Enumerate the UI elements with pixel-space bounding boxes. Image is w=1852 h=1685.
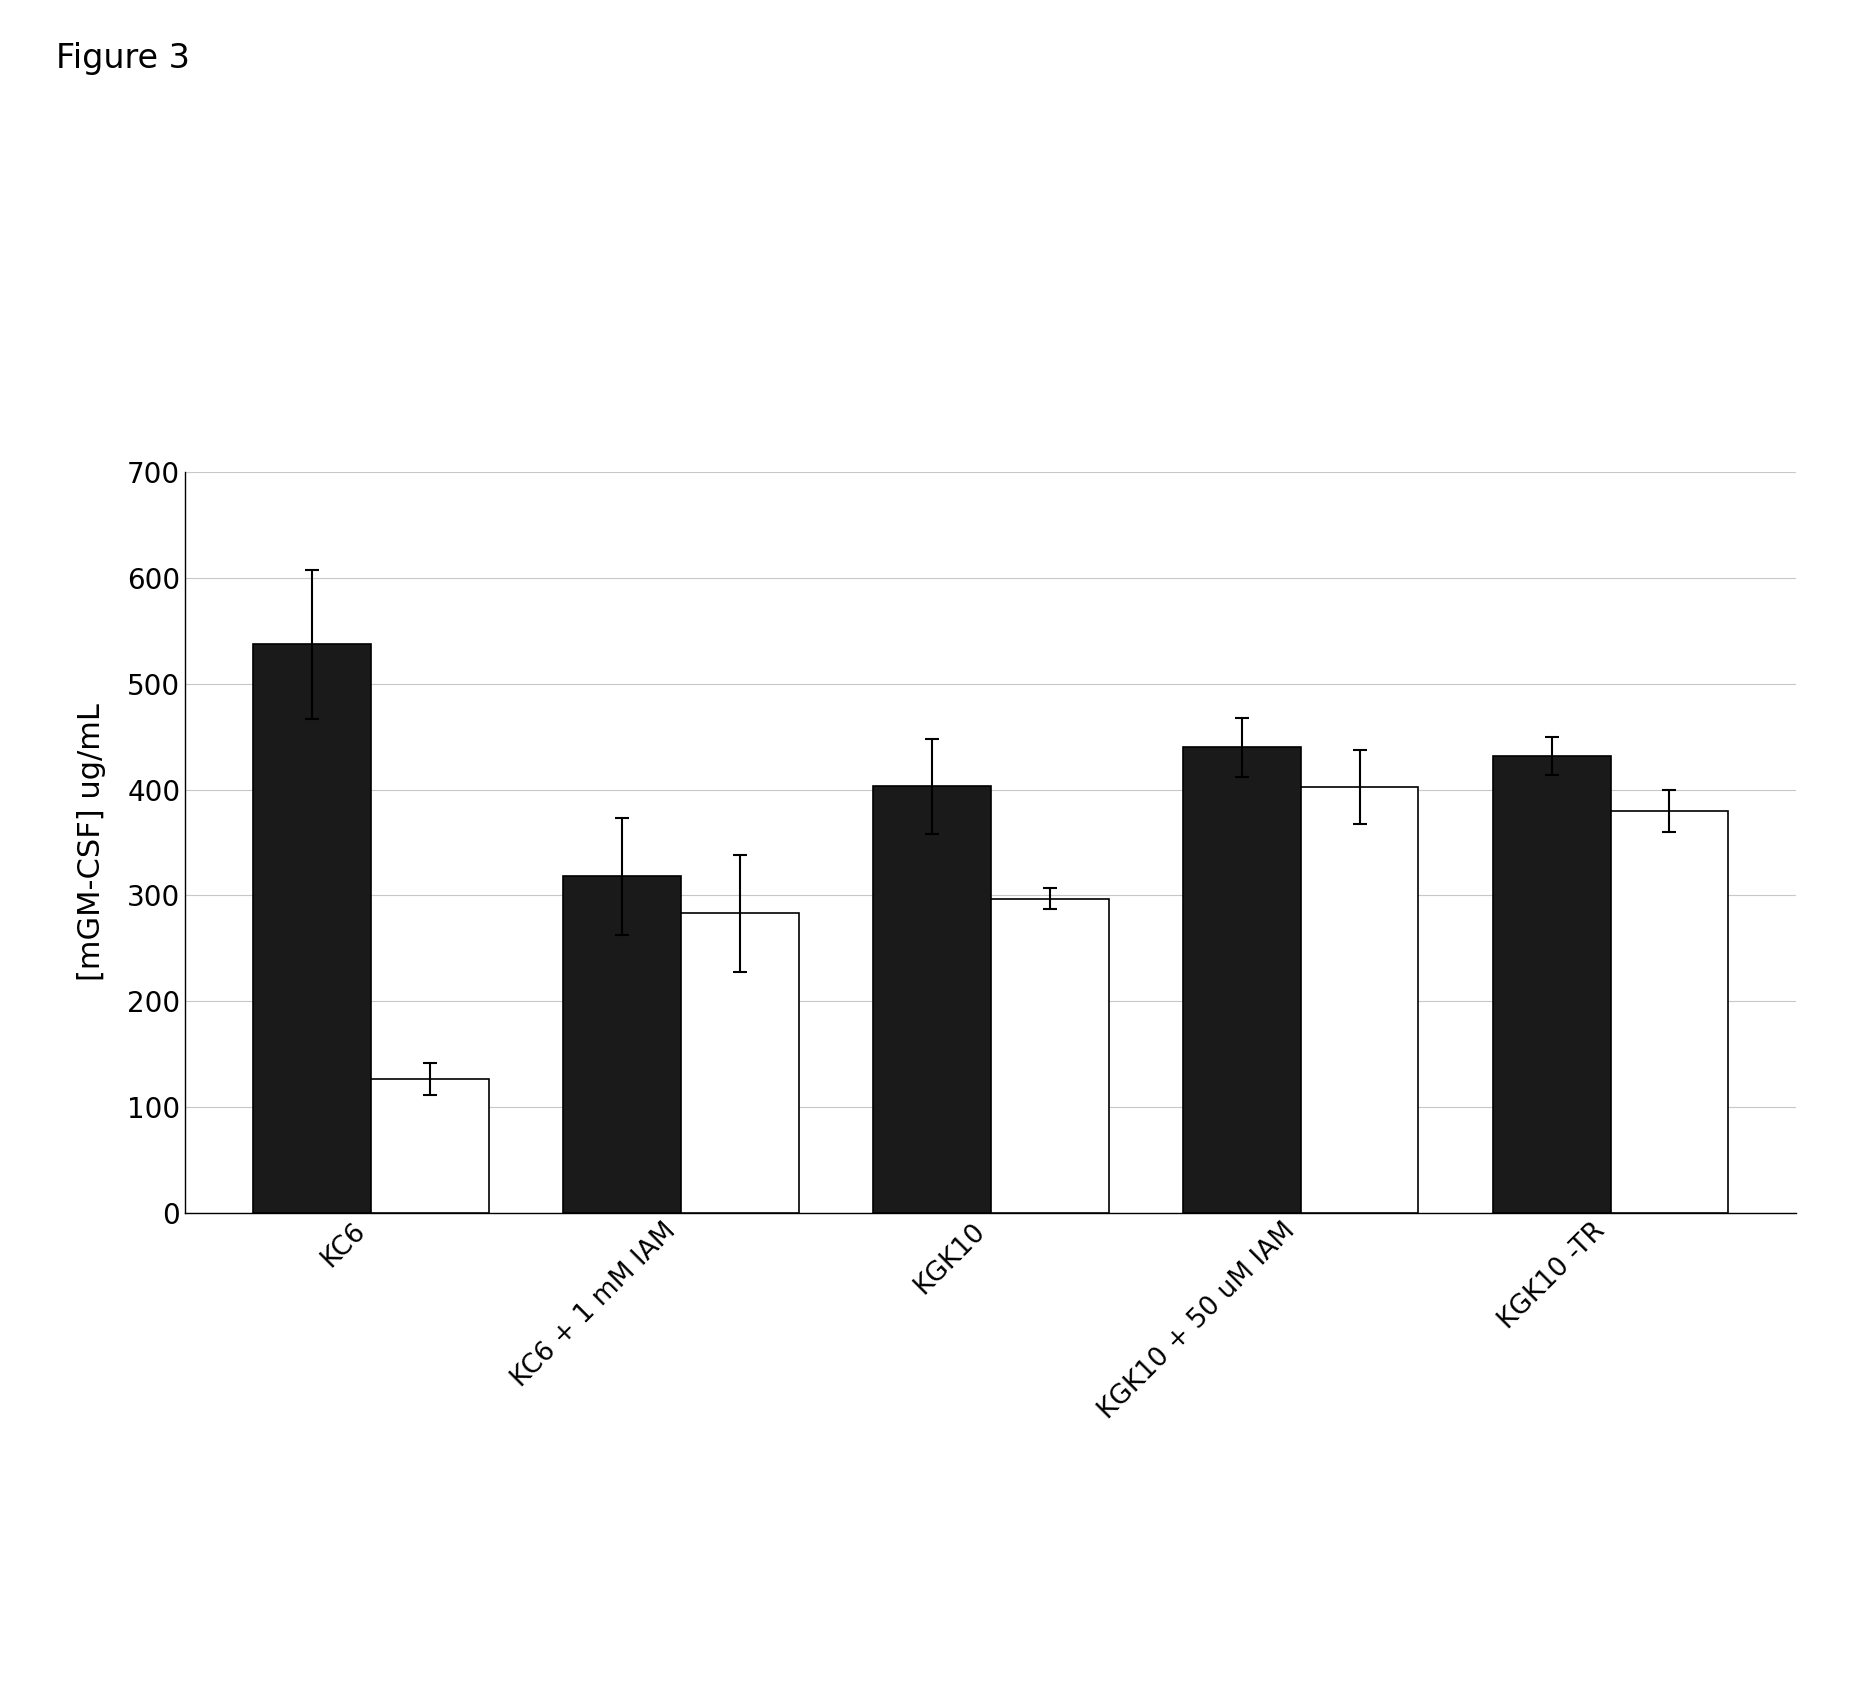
Bar (872, 787, 991, 1213)
Bar (1183, 746, 1300, 1213)
Bar (682, 913, 798, 1213)
Text: Figure 3: Figure 3 (56, 42, 189, 76)
Bar (563, 876, 682, 1213)
Y-axis label: [mGM-CSF] ug/mL: [mGM-CSF] ug/mL (78, 704, 106, 981)
Bar (1493, 755, 1611, 1213)
Bar (1611, 810, 1728, 1213)
Bar (1300, 787, 1419, 1213)
Bar (254, 644, 370, 1213)
Bar (370, 1078, 489, 1213)
Bar (991, 898, 1109, 1213)
